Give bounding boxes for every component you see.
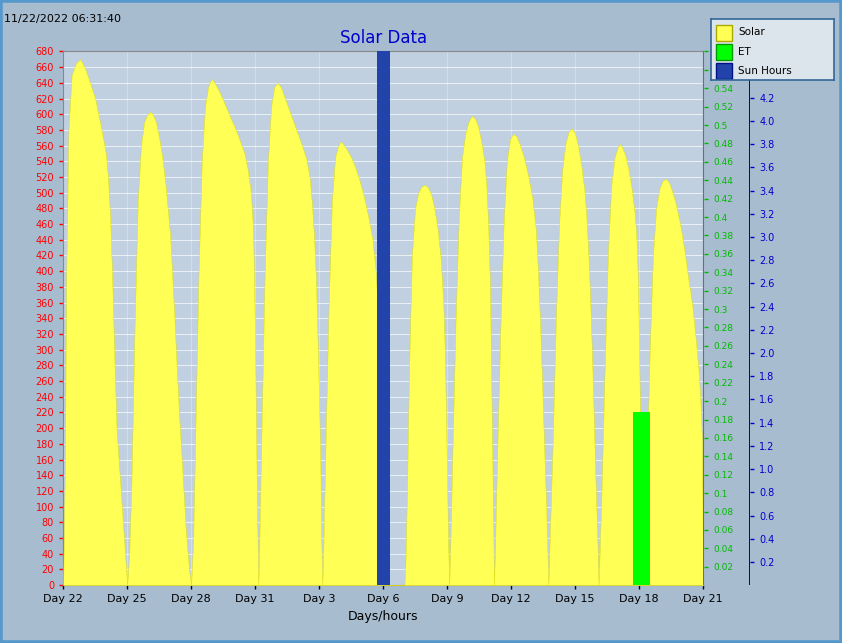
- Title: Solar Data: Solar Data: [339, 29, 427, 47]
- FancyBboxPatch shape: [717, 62, 733, 78]
- FancyBboxPatch shape: [717, 44, 733, 60]
- Bar: [632, 412, 650, 585]
- Bar: [376, 51, 390, 585]
- FancyBboxPatch shape: [717, 25, 733, 41]
- X-axis label: Days/hours: Days/hours: [348, 610, 418, 622]
- Text: Sun Hours: Sun Hours: [738, 66, 792, 76]
- Text: Solar: Solar: [738, 27, 765, 37]
- Text: ET: ET: [738, 47, 751, 57]
- Text: 11/22/2022 06:31:40: 11/22/2022 06:31:40: [4, 14, 121, 24]
